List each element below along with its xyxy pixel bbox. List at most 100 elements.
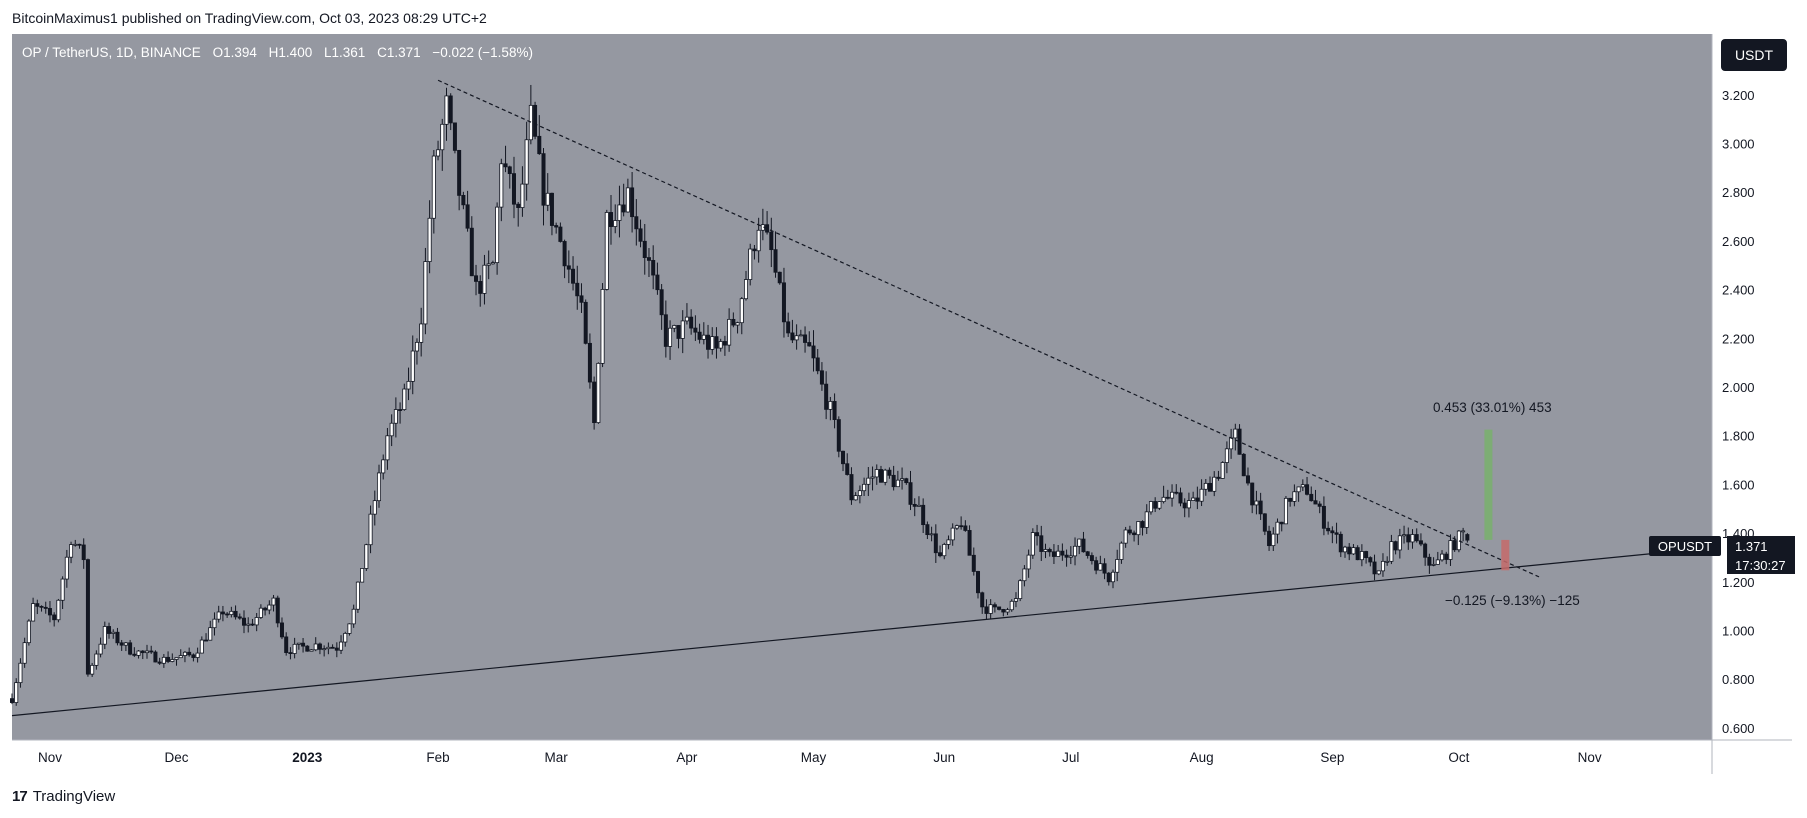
candle-body [98,643,103,655]
legend-change: −0.022 (−1.58%) [432,45,533,60]
candle-body [773,249,778,273]
candle-body [1195,497,1200,502]
candle-body [1089,555,1094,562]
candle-body [655,274,660,291]
x-tick-label: Mar [545,750,569,765]
candle-body [971,554,976,572]
candle-body [292,643,297,654]
candle-body [427,217,432,262]
candle-body [14,682,19,703]
candle-body [1241,453,1246,477]
candle-body [710,336,715,350]
candle-body [1410,534,1415,543]
candle-body [102,626,107,645]
candle-body [182,651,187,656]
candle-body [1013,598,1018,602]
candle-body [43,606,48,609]
candle-body [731,318,736,326]
candle-body [187,651,192,656]
x-axis-ticks: Nov Dec 2023 Feb Mar Apr May Jun Jul Aug Sep Oct Nov [38,750,1602,765]
legend-low-label: L [323,45,332,60]
candle-body [883,469,888,483]
candle-body [385,435,390,461]
x-tick-label: Oct [1448,750,1469,765]
candle-body [1047,549,1052,553]
candle-body [1385,560,1390,563]
candle-body [1106,572,1111,583]
candle-body [668,327,673,347]
candle-body [406,380,411,390]
candle-body [132,653,137,656]
candle-body [617,204,622,221]
legend-low-value: 1.361 [331,45,366,60]
candle-body [1056,550,1061,557]
candle-body [1393,541,1398,551]
candle-body [950,527,955,541]
candle-body [933,533,938,554]
candle-body [490,262,495,265]
candle-body [140,650,145,654]
legend-open-value: 1.394 [223,45,257,60]
measure-up-label: 0.453 (33.01%) 453 [1433,400,1552,415]
candle-body [212,618,217,629]
candle-body [208,627,213,641]
candle-body [549,192,554,226]
candle-body [1305,484,1310,495]
candle-body [1435,559,1440,565]
candle-body [739,298,744,324]
candle-body [414,341,419,352]
candle-body [440,123,445,151]
x-axis-panel [12,740,1712,774]
candle-body [524,139,529,185]
candle-body [1153,501,1158,509]
candle-body [1418,540,1423,545]
candle-body [339,641,344,651]
y-tick-label: 1.800 [1722,429,1755,444]
candle-body [195,652,200,658]
footer-brand[interactable]: 17 TradingView [12,788,115,805]
candle-body [174,657,179,660]
candle-body [18,662,23,684]
candle-body [533,104,538,137]
candle-body [1271,533,1276,547]
candle-body [997,606,1002,610]
candle-body [149,650,154,653]
candle-body [246,623,251,626]
candle-body [1423,543,1428,558]
candle-body [1368,557,1373,563]
candle-body [136,650,141,656]
candle-body [56,599,61,621]
candle-body [942,544,947,557]
plot-background [12,34,1712,740]
candle-body [845,463,850,475]
candle-body [334,647,339,651]
candle-body [220,611,225,615]
candle-body [752,248,757,252]
currency-button[interactable]: USDT [1720,38,1788,72]
candle-body [503,163,508,168]
candle-body [35,603,40,607]
candle-body [520,183,525,208]
candle-body [1229,437,1234,450]
candle-body [364,544,369,569]
candle-body [39,605,44,608]
candle-body [571,268,576,284]
y-tick-label: 2.800 [1722,185,1755,200]
candle-body [1300,484,1305,488]
candle-body [689,316,694,329]
candle-body [1338,533,1343,553]
candle-body [69,544,74,558]
candle-body [64,556,69,580]
candle-body [916,504,921,507]
candle-body [663,314,668,347]
legend-open-label: O [212,45,224,60]
y-tick-label: 0.600 [1722,721,1755,736]
measure-down-label: −0.125 (−9.13%) −125 [1445,593,1580,608]
candle-body [870,476,875,479]
candle-body [1258,500,1263,515]
candle-body [1444,553,1449,560]
price-tag-symbol: OPUSDT [1649,536,1721,556]
candle-body [478,281,483,294]
candle-body [279,622,284,638]
